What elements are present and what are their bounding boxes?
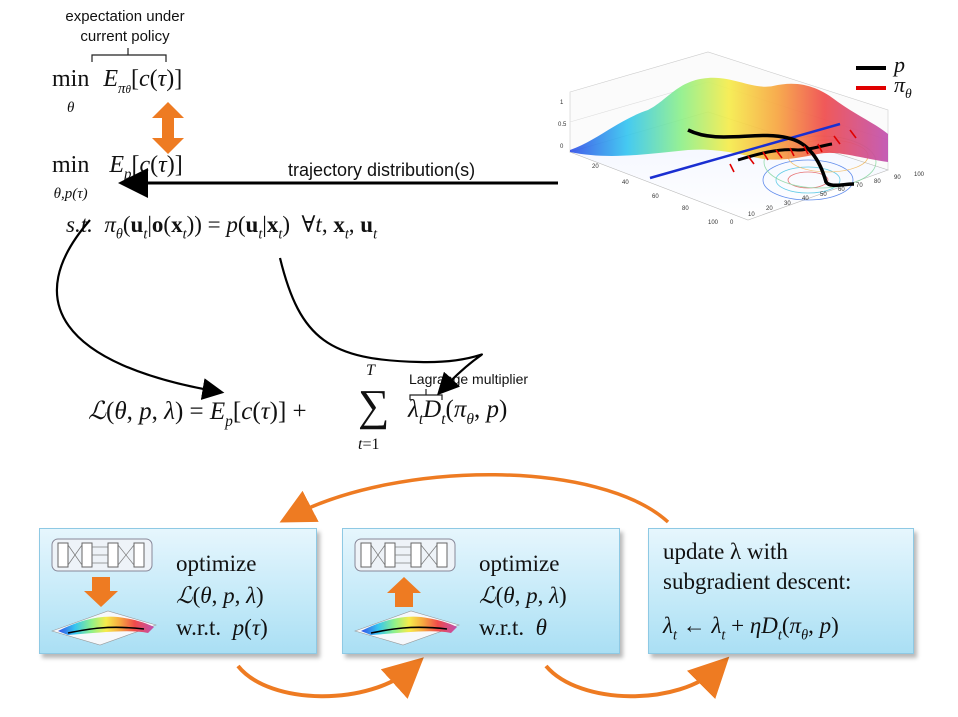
min-subscript: θ — [66, 100, 75, 116]
optimize-theta-box: optimize ℒ(θ, p, λ) w.r.t. θ — [342, 528, 620, 654]
update-lambda-box: update λ with subgradient descent: λt ← … — [648, 528, 914, 654]
lagrangian-equation: ℒ(θ, p, λ) = Ep[c(τ)] + — [88, 396, 307, 430]
constraint-equation: s.t. πθ(ut|o(xt)) = p(ut|xt) ∀t, xt, ut — [66, 212, 378, 243]
x-tick-70: 70 — [856, 183, 863, 189]
x-tick-80: 80 — [874, 179, 881, 185]
optimize-p-box: optimize ℒ(θ, p, λ) w.r.t. p(τ) — [39, 528, 317, 654]
sum-symbol: ∑ — [358, 381, 390, 430]
box1-lagrangian: ℒ(θ, p, λ) — [176, 583, 264, 609]
box3-line2: subgradient descent: — [663, 569, 852, 594]
expectation-brace — [91, 48, 167, 62]
x-tick-10: 10 — [748, 212, 755, 218]
equivalence-arrow — [152, 102, 184, 154]
y-tick-100: 100 — [708, 220, 719, 226]
min-operator: min — [52, 66, 90, 92]
x-tick-60: 60 — [838, 187, 845, 193]
x-tick-40: 40 — [802, 196, 809, 202]
lagrangian-rhs: λtDt(πθ, p) — [408, 396, 508, 428]
constraint-to-lambda-arrow — [278, 257, 484, 396]
box3-update-rule: λt ← λt + ηDt(πθ, p) — [663, 613, 839, 644]
legend-pi-label: πθ — [894, 72, 912, 102]
box2-to-box3-arrow — [544, 656, 730, 700]
x-tick-100: 100 — [914, 172, 925, 178]
up-arrow-icon — [387, 577, 421, 607]
y-tick-20: 20 — [592, 164, 599, 170]
trajectory-surface-icon-2 — [354, 610, 460, 646]
box1-title: optimize — [176, 551, 257, 576]
x-tick-0: 0 — [730, 220, 734, 226]
z-tick-0: 0 — [560, 144, 564, 150]
neural-net-icon-2 — [354, 538, 456, 572]
x-tick-30: 30 — [784, 201, 791, 207]
trajectory-surface-plot: 1 0.5 0 20 40 60 80 100 0 10 20 30 40 50… — [558, 51, 925, 226]
down-arrow-icon — [84, 577, 118, 607]
y-tick-60: 60 — [652, 194, 659, 200]
y-tick-80: 80 — [682, 206, 689, 212]
box3-line1: update λ with — [663, 539, 788, 564]
expectation-annotation: expectation under current policy — [50, 7, 200, 47]
box1-to-box2-arrow — [236, 657, 424, 699]
expectation-line1: expectation under — [65, 8, 185, 25]
box2-wrt: w.r.t. θ — [479, 615, 547, 640]
trajectory-label: trajectory distribution(s) — [288, 160, 476, 180]
x-tick-50: 50 — [820, 192, 827, 198]
box1-wrt: w.r.t. p(τ) — [176, 615, 268, 640]
x-tick-90: 90 — [894, 175, 901, 181]
legend-pi-swatch — [856, 86, 886, 90]
loop-arrows — [236, 472, 730, 700]
sum-upper: T — [366, 362, 375, 379]
objective-equation: min θ Eπθ[c(τ)] — [52, 66, 183, 116]
box2-title: optimize — [479, 551, 560, 576]
expectation-line2: current policy — [80, 28, 170, 45]
y-tick-40: 40 — [622, 180, 629, 186]
neural-net-icon — [51, 538, 153, 572]
x-tick-20: 20 — [766, 206, 773, 212]
connector-arrows — [55, 168, 558, 400]
constraint-to-lagrangian-arrow — [55, 219, 225, 400]
plot-legend: p πθ — [856, 52, 946, 101]
trajectory-surface-icon — [51, 610, 157, 646]
z-tick-05: 0.5 — [558, 122, 567, 128]
min-subscript-2: θ,p(τ) — [53, 186, 88, 202]
sum-lower: t=1 — [358, 436, 380, 453]
box2-lagrangian: ℒ(θ, p, λ) — [479, 583, 567, 609]
legend-p-swatch — [856, 66, 886, 70]
legend-p-label: p — [894, 52, 905, 77]
z-tick-1: 1 — [560, 100, 564, 106]
loop-back-arrow — [279, 472, 670, 524]
min-operator-2: min — [52, 152, 90, 178]
